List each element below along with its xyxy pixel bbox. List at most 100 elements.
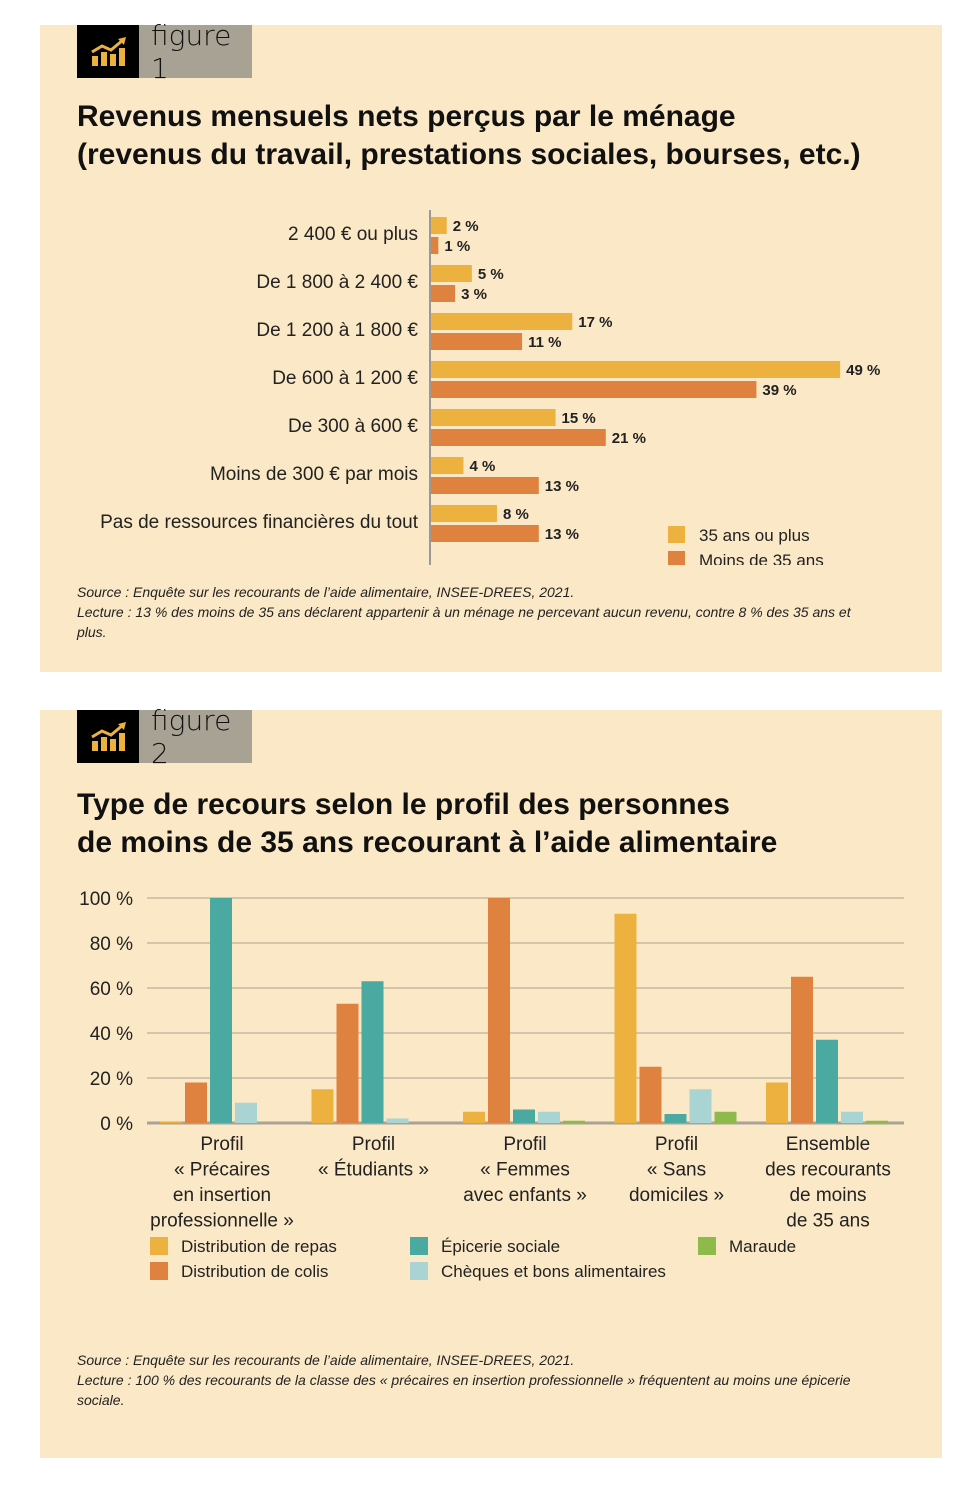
title-line: Revenus mensuels nets perçus par le ména…: [77, 100, 736, 133]
data-label: 13 %: [545, 478, 579, 495]
legend-swatch: [698, 1237, 716, 1255]
figure-tag: figure 2: [77, 704, 252, 770]
category-label: Pas de ressources financières du tout: [100, 512, 419, 533]
data-label: 2 %: [453, 218, 479, 235]
x-tick-label: Profil: [503, 1134, 546, 1155]
bar: [563, 1120, 585, 1123]
bar: [336, 1003, 359, 1123]
category-label: De 600 à 1 200 €: [272, 368, 418, 389]
bar: [841, 1111, 863, 1123]
y-tick-label: 80 %: [90, 934, 133, 955]
bar: [235, 1102, 257, 1123]
category-label: 2 400 € ou plus: [288, 224, 418, 245]
x-tick-label: de moins: [789, 1185, 866, 1206]
figure-label: figure 1: [139, 19, 252, 85]
bar: [430, 429, 606, 446]
x-tick-label: en insertion: [173, 1185, 271, 1206]
title-line: (revenus du travail, prestations sociale…: [77, 138, 861, 171]
legend-label: 35 ans ou plus: [699, 526, 810, 545]
bar: [766, 1082, 788, 1123]
bar: [430, 361, 841, 378]
data-label: 15 %: [562, 410, 596, 427]
legend-label: Moins de 35 ans: [699, 551, 824, 565]
legend-label: Distribution de repas: [181, 1237, 337, 1256]
chart-title: Revenus mensuels nets perçus par le ména…: [77, 98, 861, 174]
bar: [386, 1118, 409, 1123]
bar: [714, 1111, 737, 1123]
x-tick-label: « Précaires: [174, 1160, 270, 1181]
x-tick-label: « Femmes: [480, 1160, 570, 1181]
legend-label: Maraude: [729, 1237, 796, 1256]
bar: [430, 505, 497, 522]
bar: [430, 477, 539, 494]
grouped-bar-chart: 0 % 20 % 40 % 60 % 80 % 100 % Profil « Précaire…: [79, 889, 904, 1281]
data-label: 3 %: [461, 286, 487, 303]
category-label: De 1 800 à 2 400 €: [256, 272, 418, 293]
y-tick-label: 60 %: [90, 979, 133, 1000]
x-tick-label: des recourants: [765, 1160, 891, 1181]
x-tick-label: Ensemble: [786, 1134, 871, 1155]
bar: [816, 1039, 838, 1123]
x-tick-label: « Sans: [647, 1160, 706, 1181]
bar: [513, 1109, 535, 1123]
bar: [210, 898, 232, 1123]
data-label: 11 %: [528, 334, 561, 351]
bar: [664, 1114, 687, 1123]
category-label: Moins de 300 € par mois: [210, 464, 418, 485]
x-tick-label: professionnelle »: [150, 1211, 294, 1232]
legend-label: Distribution de colis: [181, 1262, 328, 1281]
figure-2-panel: figure 2 Type de recours selon le profil…: [40, 704, 942, 1458]
data-label: 17 %: [578, 314, 612, 331]
legend-swatch: [410, 1237, 428, 1255]
figure-label: figure 2: [139, 704, 252, 770]
legend-label: Épicerie sociale: [441, 1237, 560, 1256]
category-label: De 300 à 600 €: [288, 416, 418, 437]
bar: [361, 981, 384, 1123]
legend-swatch: [410, 1262, 428, 1280]
bar: [689, 1089, 712, 1123]
horizontal-bar-chart: 2 400 € ou plus 2 % 1 % De 1 800 à 2 400 € 5…: [100, 210, 880, 565]
bar: [311, 1089, 334, 1123]
chart-title: Type de recours selon le profil des pers…: [77, 786, 777, 862]
x-tick-label: Profil: [352, 1134, 395, 1155]
lecture-note: Lecture : 100 % des recourants de la cla…: [77, 1372, 851, 1408]
source-note: Source : Enquête sur les recourants de l…: [77, 1352, 575, 1368]
bar: [866, 1120, 888, 1123]
bar: [430, 457, 464, 474]
bar: [430, 217, 447, 234]
x-tick-label: Profil: [200, 1134, 243, 1155]
title-line: de moins de 35 ans recourant à l’aide al…: [77, 826, 778, 859]
bar: [160, 1121, 182, 1123]
bar: [488, 898, 510, 1123]
legend-swatch: [150, 1262, 168, 1280]
y-tick-label: 40 %: [90, 1024, 133, 1045]
data-label: 5 %: [478, 266, 504, 283]
chart-notes: Source : Enquête sur les recourants de l…: [77, 582, 857, 642]
legend-label: Chèques et bons alimentaires: [441, 1262, 666, 1281]
legend-swatch: [668, 551, 685, 565]
bar: [463, 1111, 485, 1123]
bar: [614, 913, 637, 1123]
bar: [791, 976, 813, 1123]
legend-swatch: [150, 1237, 168, 1255]
bar: [639, 1066, 662, 1123]
title-line: Type de recours selon le profil des pers…: [77, 788, 730, 821]
bar: [430, 237, 439, 254]
data-label: 39 %: [762, 382, 796, 399]
chart-trend-icon: [77, 25, 139, 78]
bar: [430, 381, 757, 398]
data-label: 4 %: [469, 458, 495, 475]
figure-1-panel: figure 1 Revenus mensuels nets perçus pa…: [40, 19, 942, 672]
lecture-note: Lecture : 13 % des moins de 35 ans décla…: [77, 604, 851, 640]
bar: [430, 333, 523, 350]
y-tick-label: 20 %: [90, 1069, 133, 1090]
x-tick-label: Profil: [655, 1134, 698, 1155]
source-note: Source : Enquête sur les recourants de l…: [77, 584, 575, 600]
data-label: 1 %: [444, 238, 470, 255]
bar: [185, 1082, 207, 1123]
bar: [430, 313, 573, 330]
legend-swatch: [668, 526, 685, 543]
bar: [430, 525, 539, 542]
data-label: 21 %: [612, 430, 646, 447]
x-tick-label: domiciles »: [629, 1185, 724, 1206]
